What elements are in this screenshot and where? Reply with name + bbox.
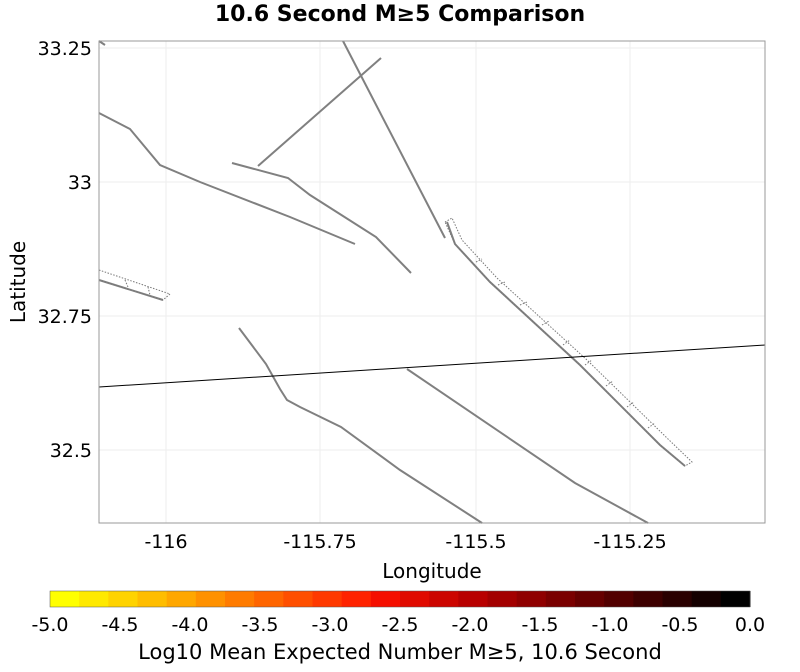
y-tick-label: 33.25 <box>38 38 92 60</box>
colorbar-swatch <box>312 591 343 607</box>
fault-trace <box>406 368 649 524</box>
colorbar-frame <box>49 590 751 608</box>
fault-trace <box>98 40 106 46</box>
fault-trace <box>231 162 412 274</box>
x-tick-label: -115.25 <box>593 531 666 553</box>
x-tick-label: -116 <box>144 531 187 553</box>
colorbar-tick-label: -4.0 <box>171 614 208 636</box>
y-axis-title: Latitude <box>6 241 30 323</box>
fault-trace <box>257 57 382 167</box>
fault-trace <box>98 112 356 245</box>
colorbar-tick-label: -3.5 <box>241 614 278 636</box>
fault-surface <box>444 217 693 467</box>
colorbar-swatch <box>545 591 576 607</box>
colorbar-tick-label: -5.0 <box>31 614 68 636</box>
colorbar-swatch <box>458 591 488 607</box>
boundary-line <box>98 344 766 388</box>
colorbar-swatch <box>108 591 138 607</box>
colorbar-swatch <box>283 591 313 607</box>
colorbar-swatch <box>79 591 109 607</box>
fault-trace <box>446 221 686 467</box>
colorbar-tick-label: -1.5 <box>521 614 558 636</box>
colorbar-swatch <box>720 591 751 607</box>
colorbar-swatch <box>370 591 401 607</box>
colorbar-swatch <box>50 591 80 607</box>
colorbar-swatch <box>195 591 226 607</box>
fault-trace <box>342 40 446 239</box>
x-tick-label: -115.75 <box>283 531 356 553</box>
colorbar-swatch <box>137 591 168 607</box>
fault-surface <box>98 269 171 301</box>
grid <box>99 41 765 523</box>
colorbar-tick-label: -2.0 <box>451 614 488 636</box>
colorbar-ticks: -5.0 -4.5 -4.0 -3.5 -3.0 -2.5 -2.0 -1.5 -1.0 -0.5… <box>31 614 765 636</box>
colorbar-tick-label: -4.5 <box>101 614 138 636</box>
x-tick-label: -115.5 <box>445 531 506 553</box>
colorbar-tick-label: 0.0 <box>735 614 765 636</box>
colorbar-swatch <box>487 591 518 607</box>
colorbar-tick-label: -2.5 <box>381 614 418 636</box>
colorbar-swatch <box>516 591 547 607</box>
colorbar-swatch <box>633 591 663 607</box>
colorbar-swatch <box>604 591 634 607</box>
y-tick-label: 33 <box>68 172 92 194</box>
colorbar-swatch <box>341 591 372 607</box>
colorbar: -5.0 -4.5 -4.0 -3.5 -3.0 -2.5 -2.0 -1.5 -1.0 -0.5… <box>31 590 765 664</box>
fault-trace <box>238 327 483 524</box>
x-axis-title: Longitude <box>382 559 481 583</box>
colorbar-tick-label: -1.0 <box>591 614 628 636</box>
colorbar-swatch <box>575 591 605 607</box>
colorbar-swatch <box>691 591 722 607</box>
plot-frame <box>98 40 766 524</box>
colorbar-swatch <box>400 591 430 607</box>
colorbar-swatch <box>429 591 459 607</box>
y-tick-label: 32.75 <box>38 306 92 328</box>
colorbar-swatch <box>254 591 284 607</box>
colorbar-swatches <box>49 590 751 608</box>
colorbar-tick-label: -3.0 <box>311 614 348 636</box>
fault-traces <box>98 40 686 524</box>
fault-surfaces <box>98 217 693 467</box>
y-tick-label: 32.5 <box>50 440 92 462</box>
colorbar-swatch <box>225 591 255 607</box>
colorbar-tick-label: -0.5 <box>661 614 698 636</box>
colorbar-swatch <box>662 591 693 607</box>
colorbar-title: Log10 Mean Expected Number M≥5, 10.6 Sec… <box>138 640 662 664</box>
map-plot: -116 -115.75 -115.5 -115.25 33.25 33 32.… <box>6 38 766 583</box>
map-title: 10.6 Second M≥5 Comparison <box>214 2 586 27</box>
colorbar-swatch <box>166 591 197 607</box>
